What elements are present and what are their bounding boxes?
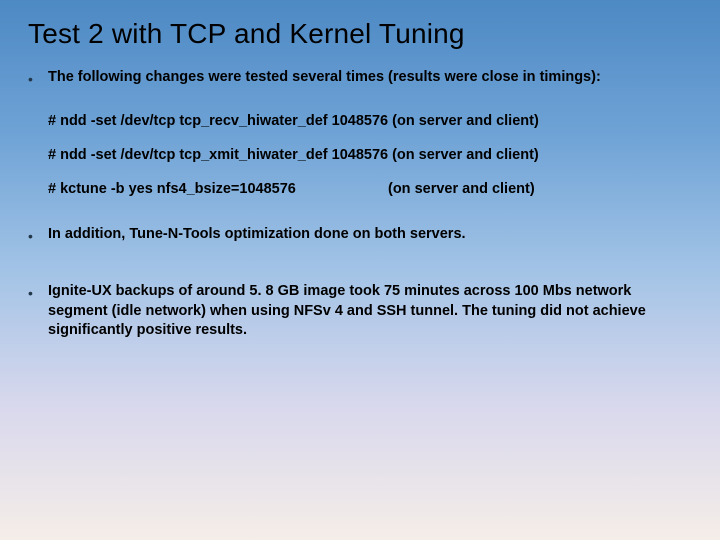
command-3-left: # kctune -b yes nfs4_bsize=1048576 bbox=[48, 181, 388, 197]
bullet-result-text: Ignite-UX backups of around 5. 8 GB imag… bbox=[48, 282, 692, 341]
bullet-icon: • bbox=[28, 226, 34, 246]
bullet-intro-text: The following changes were tested severa… bbox=[48, 68, 601, 88]
bullet-addition-row: • In addition, Tune-N-Tools optimization… bbox=[28, 225, 692, 246]
bullet-icon: • bbox=[28, 283, 34, 303]
command-line-3: # kctune -b yes nfs4_bsize=1048576 (on s… bbox=[48, 181, 692, 197]
slide-title: Test 2 with TCP and Kernel Tuning bbox=[28, 18, 692, 50]
spacer bbox=[28, 256, 692, 282]
bullet-icon: • bbox=[28, 69, 34, 89]
command-line-1: # ndd -set /dev/tcp tcp_recv_hiwater_def… bbox=[48, 113, 692, 129]
bullet-intro-row: • The following changes were tested seve… bbox=[28, 68, 692, 89]
bullet-result-row: • Ignite-UX backups of around 5. 8 GB im… bbox=[28, 282, 692, 341]
command-line-2: # ndd -set /dev/tcp tcp_xmit_hiwater_def… bbox=[48, 147, 692, 163]
bullet-addition-text: In addition, Tune-N-Tools optimization d… bbox=[48, 225, 466, 245]
slide: Test 2 with TCP and Kernel Tuning • The … bbox=[0, 0, 720, 540]
command-block: # ndd -set /dev/tcp tcp_recv_hiwater_def… bbox=[48, 113, 692, 197]
command-3-right: (on server and client) bbox=[388, 181, 535, 197]
